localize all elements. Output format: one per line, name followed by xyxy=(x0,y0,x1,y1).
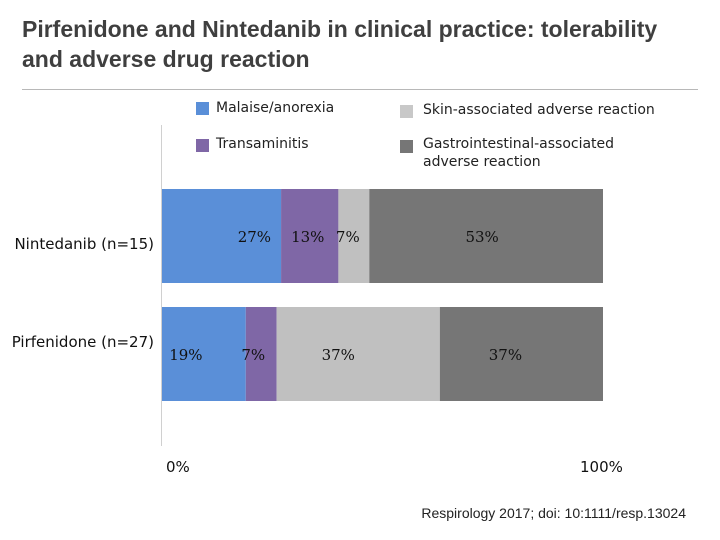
bar-pirfenidone-transaminitis xyxy=(245,307,277,401)
bar-pirfenidone-skin xyxy=(276,307,440,401)
data-label-pirfenidone-transaminitis: 7% xyxy=(241,346,265,364)
legend-label-malaise: Malaise/anorexia xyxy=(216,100,335,116)
data-label-pirfenidone-gi: 37% xyxy=(489,346,522,364)
x-tick-0: 0% xyxy=(166,458,190,476)
data-label-nintedanib-transaminitis: 13% xyxy=(291,228,324,246)
data-label-nintedanib-gi: 53% xyxy=(465,228,498,246)
bar-nintedanib-transaminitis xyxy=(281,189,339,283)
title-divider xyxy=(22,89,698,90)
legend-label-skin: Skin-associated adverse reaction xyxy=(423,102,655,118)
legend-swatch-malaise xyxy=(196,102,209,115)
citation: Respirology 2017; doi: 10:1111/resp.1302… xyxy=(421,505,686,521)
legend-swatch-gi xyxy=(400,140,413,153)
bar-pirfenidone-malaise xyxy=(162,307,246,401)
legend-swatch-transaminitis xyxy=(196,139,209,152)
chart-title: Pirfenidone and Nintedanib in clinical p… xyxy=(22,16,658,72)
bar-nintedanib-skin xyxy=(338,189,370,283)
bar-nintedanib-gi xyxy=(369,189,603,283)
bar-pirfenidone-gi xyxy=(439,307,603,401)
legend-swatch-skin xyxy=(400,105,413,118)
x-tick-100: 100% xyxy=(580,458,623,476)
category-label-nintedanib: Nintedanib (n=15) xyxy=(14,235,154,253)
category-label-pirfenidone: Pirfenidone (n=27) xyxy=(11,333,154,351)
data-label-nintedanib-malaise: 27% xyxy=(238,228,271,246)
data-label-nintedanib-skin: 7% xyxy=(336,228,360,246)
legend-label-gi: Gastrointestinal-associated adverse reac… xyxy=(423,136,615,170)
legend-label-transaminitis: Transaminitis xyxy=(216,136,309,152)
data-label-pirfenidone-malaise: 19% xyxy=(169,346,202,364)
data-label-pirfenidone-skin: 37% xyxy=(322,346,355,364)
bar-nintedanib-malaise xyxy=(162,189,282,283)
